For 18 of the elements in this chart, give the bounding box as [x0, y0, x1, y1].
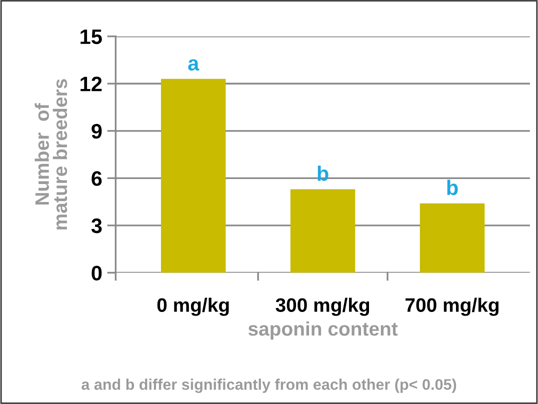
bar: [290, 189, 356, 273]
x-axis-title: saponin content: [248, 321, 398, 340]
y-tick-label: 15: [80, 30, 102, 44]
x-tick-label: 0 mg/kg: [157, 298, 229, 316]
y-tick-label: 9: [92, 124, 102, 139]
text: a and b differ significantly from each other (p< 0.05): [82, 378, 456, 393]
y-tick-label: 6: [92, 171, 102, 186]
annotation: a: [188, 59, 200, 71]
x-tick-label: 300 mg/kg: [276, 298, 370, 316]
bar: [420, 203, 485, 273]
x-tick-label: 700 mg/kg: [406, 298, 499, 316]
y-tick-label: 3: [91, 218, 102, 234]
annotation: b: [318, 166, 328, 181]
y-axis-title: Number of mature breeders: [34, 79, 68, 230]
annotation: b: [447, 180, 458, 196]
bar: [160, 78, 226, 273]
y-tick-label: 0: [92, 266, 102, 280]
y-tick-label: 12: [80, 76, 102, 92]
